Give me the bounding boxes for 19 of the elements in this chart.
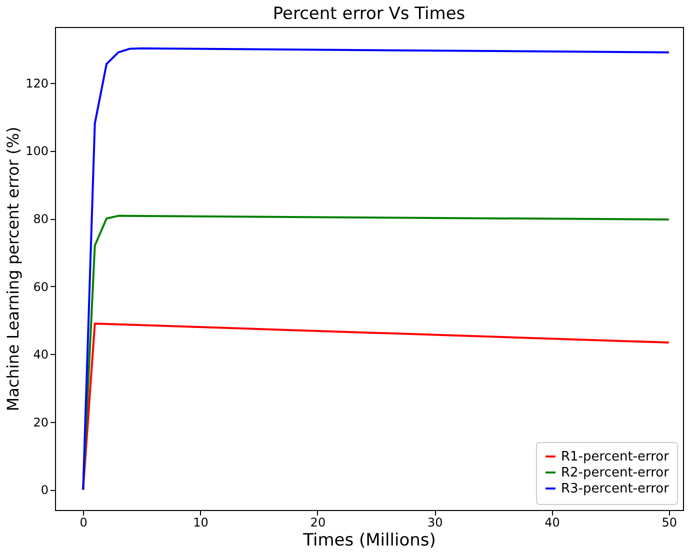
x-tick-label: 0 [80,516,88,530]
x-tick-label: 20 [310,516,326,530]
legend-label: R2-percent-error [561,466,670,480]
x-tick-label: 30 [427,516,443,530]
x-tick-label: 40 [544,516,560,530]
y-tick-label: 40 [33,348,48,362]
y-tick-label: 20 [33,415,48,430]
y-tick-label: 100 [26,144,48,158]
y-axis-title: Machine Learning percent error (%) [4,126,23,412]
x-axis-title: Times (Millions) [302,530,436,550]
chart-title: Percent error Vs Times [272,4,466,24]
legend-label: R3-percent-error [561,482,670,496]
x-tick-label: 50 [662,516,678,530]
y-tick-label: 60 [33,280,48,294]
y-tick-label: 120 [26,76,48,90]
x-tick-label: 10 [193,516,208,530]
legend-label: R1-percent-error [561,450,670,464]
y-tick-label: 80 [33,212,48,226]
y-tick-label: 0 [40,483,48,498]
